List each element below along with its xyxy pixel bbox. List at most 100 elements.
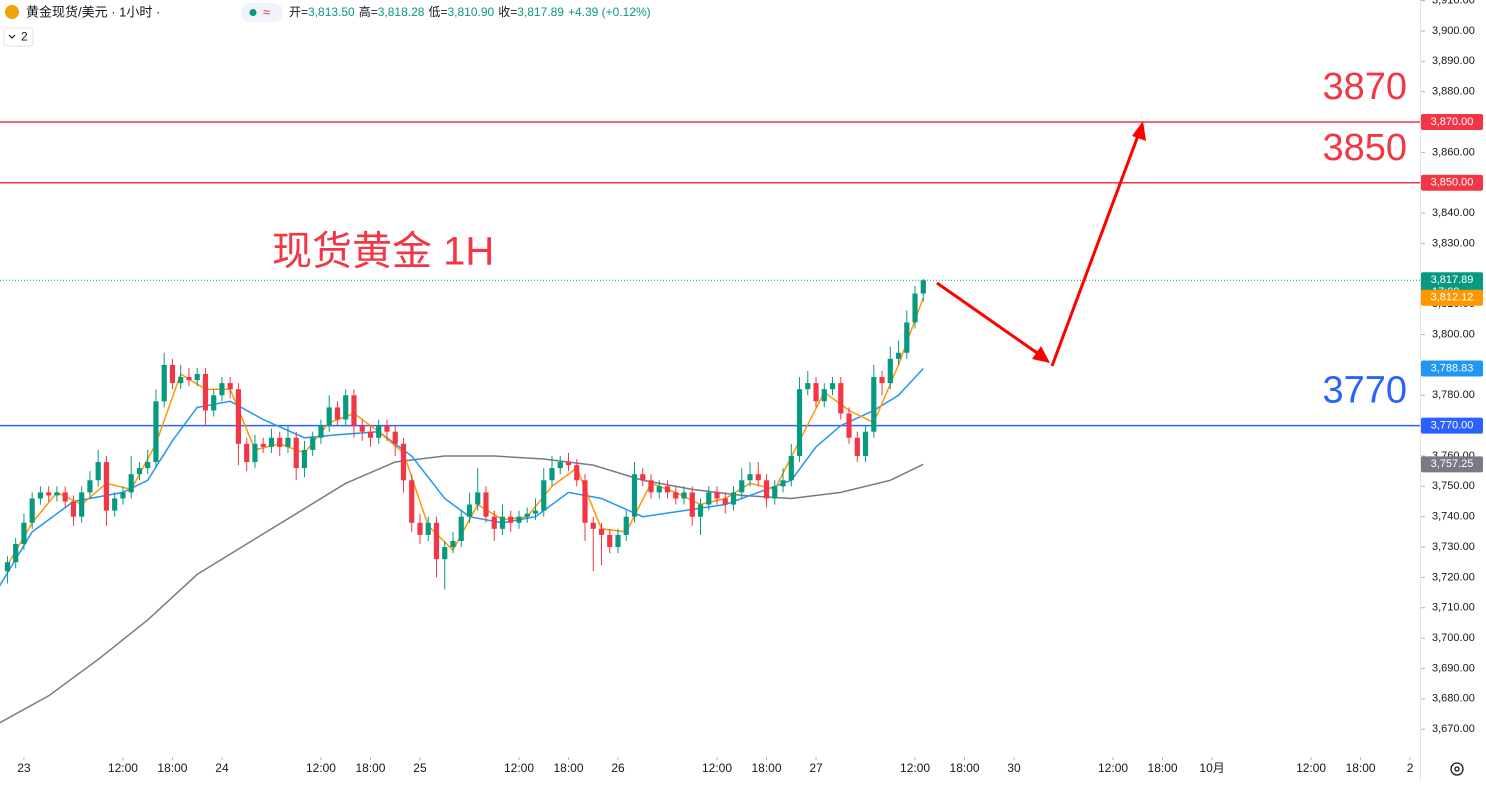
- candle-body: [244, 443, 250, 463]
- candle-body: [640, 474, 646, 481]
- candle-body: [161, 364, 167, 402]
- price-tag-label: 3,788.83: [1431, 362, 1474, 374]
- x-tick-label: 18:00: [355, 761, 385, 775]
- candle-body: [763, 480, 770, 499]
- candle-body: [384, 425, 390, 432]
- candle-body: [838, 383, 844, 414]
- candle-body: [433, 522, 440, 560]
- candle-body: [87, 480, 93, 493]
- candle-body: [730, 492, 737, 505]
- x-tick-label: 10月: [1199, 761, 1224, 775]
- candle-body: [120, 492, 126, 499]
- candle-body: [95, 462, 101, 481]
- ohlc-label: 收=: [498, 5, 517, 19]
- candle-body: [227, 383, 233, 390]
- candle-body: [854, 437, 860, 456]
- header-bg: [0, 0, 700, 48]
- settings-icon[interactable]: [1450, 762, 1464, 776]
- candle-body: [70, 501, 77, 517]
- x-tick-label: 12:00: [108, 761, 138, 775]
- candle-body: [491, 516, 497, 529]
- x-tick-label: 2: [1407, 761, 1414, 775]
- moving-average: [0, 455, 924, 724]
- candle-body: [334, 407, 341, 420]
- time-axis: 23 12:00 18:00 24 12:00 18:00 25 12:00 18:00 26 12…: [17, 757, 1414, 775]
- level-tag: [1421, 417, 1483, 434]
- candle-body: [557, 462, 563, 469]
- x-tick-label: 27: [809, 761, 823, 775]
- candle-body: [607, 534, 613, 548]
- ohlc-label: 高=: [359, 4, 378, 19]
- y-tick-label: 3,910.00: [1432, 0, 1475, 7]
- candle-body: [46, 492, 52, 496]
- level-tag-label: 3,770.00: [1431, 420, 1474, 432]
- level-tag-label: 3,850.00: [1431, 177, 1474, 189]
- candle-body: [260, 443, 266, 447]
- x-tick-label: 24: [215, 761, 229, 775]
- candle-body: [367, 431, 374, 438]
- candle-body: [112, 498, 118, 511]
- candle-body: [4, 562, 11, 572]
- candle-body: [13, 544, 19, 563]
- candle-body: [722, 498, 728, 505]
- symbol-icon: [5, 5, 19, 19]
- y-tick-label: 3,840.00: [1432, 207, 1475, 219]
- candle-body: [194, 374, 200, 381]
- indicator-icon: ≈: [263, 4, 270, 19]
- candle-body: [425, 522, 431, 535]
- level-annotation: 3770: [1322, 370, 1407, 412]
- candle-body: [293, 437, 299, 469]
- y-tick-label: 3,890.00: [1432, 55, 1475, 67]
- x-tick-label: 18:00: [950, 761, 980, 775]
- candle-body: [879, 377, 885, 384]
- ohlc-label: 低=: [428, 5, 447, 19]
- x-tick-label: 12:00: [306, 761, 336, 775]
- symbol[interactable]: 黄金现货/美元 · 1小时 ·: [26, 4, 160, 19]
- y-tick-label: 3,880.00: [1432, 86, 1475, 98]
- candle-body: [301, 449, 308, 469]
- y-tick-label: 3,750.00: [1432, 480, 1475, 492]
- candle-body: [887, 358, 893, 384]
- candle-body: [235, 389, 242, 444]
- y-tick-label: 3,690.00: [1432, 662, 1475, 674]
- indicator-pill[interactable]: [241, 3, 283, 22]
- x-tick-label: 12:00: [504, 761, 534, 775]
- candle-body: [706, 492, 712, 505]
- candle-body: [780, 480, 786, 487]
- x-tick-label: 18:00: [553, 761, 583, 775]
- price-tag-label: 3,812.12: [1431, 292, 1474, 304]
- candle-body: [285, 437, 291, 447]
- price-tag-label: 3,817.89: [1431, 274, 1474, 286]
- candle-body: [920, 280, 926, 294]
- candle-body: [202, 374, 209, 411]
- y-tick-label: 3,830.00: [1432, 237, 1475, 249]
- candle-body: [475, 492, 481, 505]
- indicator-toggle[interactable]: [3, 27, 34, 47]
- candle-body: [252, 443, 258, 463]
- candle-body: [62, 492, 68, 502]
- candle-body: [359, 425, 365, 432]
- candle-body: [590, 522, 596, 529]
- candle-body: [79, 492, 85, 517]
- candle-body: [268, 437, 275, 447]
- candle-body: [310, 437, 316, 450]
- candle-body: [442, 547, 448, 560]
- y-tick-label: 3,900.00: [1432, 25, 1475, 37]
- x-tick-label: 30: [1007, 761, 1021, 775]
- level-tag-label: 3,870.00: [1431, 116, 1474, 128]
- y-tick-label: 3,700.00: [1432, 632, 1475, 644]
- candle-body: [631, 474, 638, 517]
- candle-body: [54, 492, 60, 496]
- header: 黄金现货/美元 · 1小时 · ≈ 开= 3,813.50 高= 3,818.28 低=…: [0, 0, 700, 48]
- indicator-count: 2: [21, 30, 28, 44]
- candle-body: [697, 504, 704, 517]
- candle-body: [829, 383, 836, 390]
- candle-body: [541, 480, 547, 511]
- ohlc-value: 3,813.50: [308, 5, 355, 19]
- candle-body: [458, 516, 464, 541]
- level-tag: [1421, 114, 1483, 131]
- candle-body: [532, 510, 539, 514]
- candle-body: [681, 492, 687, 499]
- ohlc-value: 3,810.90: [447, 5, 494, 19]
- price-tag: [1421, 456, 1483, 473]
